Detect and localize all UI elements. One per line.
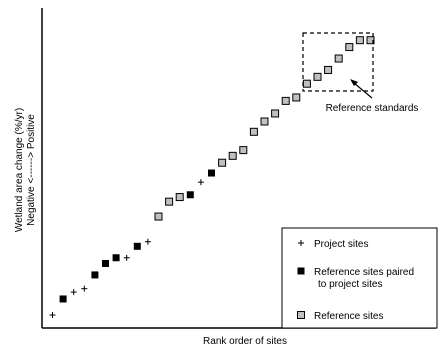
legend-entry-reference-sites: Reference sites (297, 311, 383, 322)
reference-site-point (345, 43, 354, 52)
reference-site-point (324, 65, 333, 74)
legend: Project sites Reference sites paired to … (281, 227, 438, 329)
reference-site-point (271, 109, 280, 118)
reference-site-point (292, 93, 301, 102)
paired-reference-site-point (186, 191, 194, 199)
project-site-point (49, 312, 56, 318)
reference-site-point (154, 212, 163, 221)
reference-site-point (218, 158, 227, 167)
x-axis-label: Rank order of sites (203, 336, 287, 347)
reference-site-point (366, 36, 375, 45)
project-site-point (144, 238, 151, 245)
legend-entry-paired-reference-sites: Reference sites paired to project sites (297, 267, 414, 290)
legend-filled-square-marker (297, 267, 305, 275)
reference-site-point (165, 197, 174, 206)
project-site-point (81, 285, 88, 292)
paired-reference-site-point (133, 242, 141, 250)
legend-plus-marker (298, 240, 304, 246)
paired-reference-site-point (59, 295, 67, 303)
reference-site-point (249, 127, 258, 136)
reference-standards-annotation: Reference standards (302, 32, 419, 114)
project-site-point (70, 289, 77, 296)
reference-standards-label: Reference standards (326, 103, 419, 114)
project-site-point (123, 254, 130, 261)
data-marks (49, 36, 375, 318)
legend-box (281, 227, 438, 329)
y-axis-label: Wetland area change (%/yr) (14, 108, 25, 232)
legend-label-project-sites: Project sites (314, 239, 368, 250)
reference-site-point (313, 72, 322, 81)
reference-site-point (334, 54, 343, 63)
legend-label-reference-sites: Reference sites (314, 311, 383, 322)
reference-site-point (239, 146, 248, 155)
legend-open-square-marker (297, 311, 305, 319)
legend-entry-project-sites: Project sites (298, 239, 368, 250)
reference-site-point (302, 79, 311, 88)
reference-standards-box (302, 32, 374, 92)
reference-site-point (228, 151, 237, 160)
reference-site-point (260, 117, 269, 126)
reference-site-point (175, 193, 184, 202)
y-axis-direction-label: Negative <------> Positive (26, 114, 37, 226)
reference-site-point (281, 96, 290, 105)
legend-label-paired-reference-sites-line2: to project sites (318, 279, 382, 290)
reference-standards-arrowhead (350, 79, 358, 86)
project-site-point (197, 179, 204, 186)
reference-standards-arrow (353, 82, 373, 99)
paired-reference-site-point (112, 254, 120, 262)
paired-reference-site-point (91, 271, 99, 279)
reference-site-point (355, 36, 364, 45)
paired-reference-site-point (102, 259, 109, 267)
legend-label-paired-reference-sites-line1: Reference sites paired (314, 267, 414, 278)
paired-reference-site-point (208, 169, 215, 177)
